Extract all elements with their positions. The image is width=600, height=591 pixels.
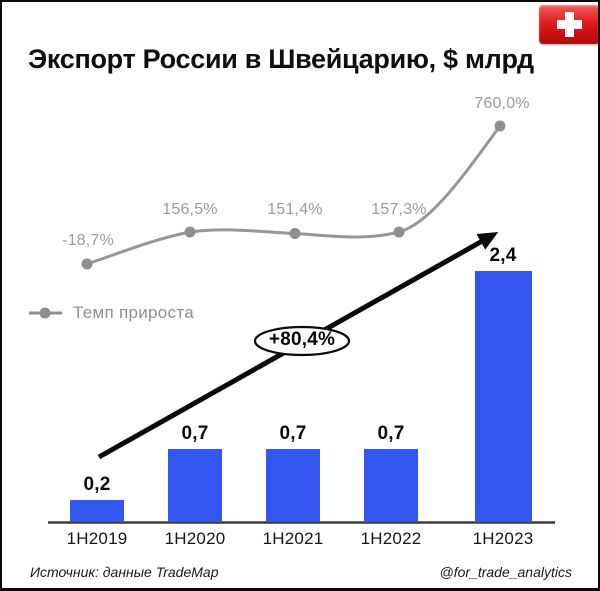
growth-point-label: 151,4% [267, 201, 323, 218]
x-axis-label: 1H2022 [360, 529, 422, 548]
bar-1h2019 [70, 500, 124, 522]
annotation-ellipse [253, 325, 351, 357]
swiss-cross-horizontal [557, 20, 582, 29]
bar-1h2021 [266, 449, 320, 522]
bar-value-label: 2,4 [489, 245, 517, 266]
bar-value-label: 0,7 [279, 423, 307, 444]
growth-line-markers [81, 120, 506, 270]
x-axis-label: 1H2019 [66, 529, 128, 548]
legend-marker-icon [29, 307, 62, 319]
growth-point-label: 156,5% [162, 201, 218, 218]
bar-value-label: 0,2 [83, 474, 111, 495]
bar-value-label: 0,7 [181, 423, 209, 444]
growth-line [86, 125, 502, 266]
growth-point-label: 157,3% [371, 201, 427, 218]
swiss-flag-icon [539, 5, 598, 44]
x-axis-label: 1H2023 [472, 529, 534, 548]
growth-point-label: 760,0% [474, 95, 530, 112]
x-axis-label: 1H2021 [262, 529, 324, 548]
annotation-label: +80,4% [268, 329, 336, 350]
x-axis-label: 1H2020 [164, 529, 226, 548]
footer-handle: @for_trade_analytics [439, 564, 572, 580]
bar-1h2023 [475, 271, 532, 522]
bar-value-label: 0,7 [377, 423, 405, 444]
legend: Темп прироста [28, 303, 194, 323]
bar-1h2020 [168, 449, 222, 522]
footer-source: Источник: данные TradeMap [30, 564, 219, 580]
bar-1h2022 [364, 449, 418, 522]
legend-label: Темп прироста [73, 303, 195, 322]
growth-point-label: -18,7% [62, 232, 114, 249]
page-title: Экспорт России в Швейцарию, $ млрд [28, 44, 534, 74]
